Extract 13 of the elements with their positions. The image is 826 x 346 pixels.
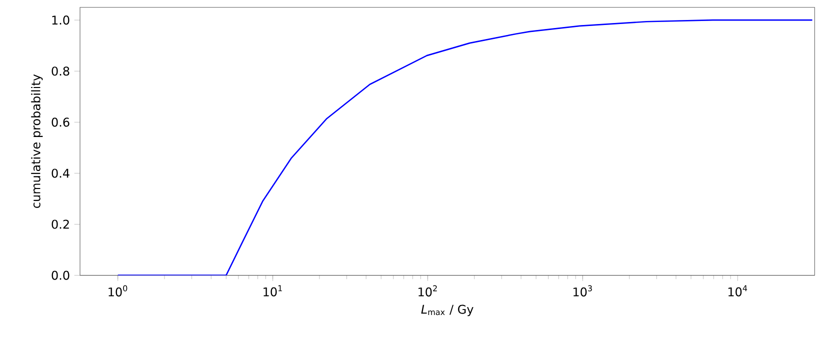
y-tick-label: 1.0 [52, 16, 70, 25]
x-tick-label: 10$^{0}$ [108, 285, 128, 296]
y-tick-label: 0.4 [52, 168, 70, 178]
x-tick-label: 10$^{2}$ [418, 285, 437, 296]
y-tick-label: 0.2 [52, 220, 69, 229]
x-tick-label: 10$^{1}$ [264, 285, 282, 296]
x-tick-label: 10$^{3}$ [574, 285, 592, 296]
x-tick-label: 10$^{4}$ [728, 285, 748, 296]
y-tick-label: 0.0 [52, 270, 70, 280]
y-tick-label: 0.6 [52, 118, 70, 127]
y-tick-label: 0.8 [52, 66, 70, 76]
y-axis-title: cumulative probability [31, 74, 43, 208]
x-axis-title: L$_{max}$ / Gy [421, 304, 474, 316]
